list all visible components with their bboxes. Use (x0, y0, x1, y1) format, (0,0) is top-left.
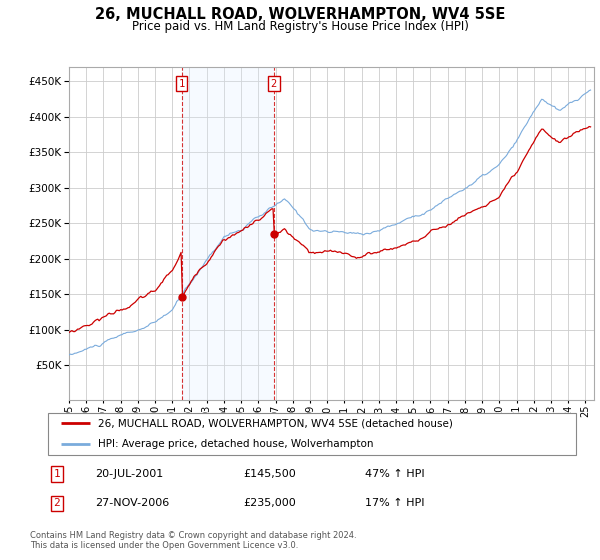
Text: 20-JUL-2001: 20-JUL-2001 (95, 469, 164, 479)
Text: 27-NOV-2006: 27-NOV-2006 (95, 498, 170, 508)
FancyBboxPatch shape (48, 413, 576, 455)
Text: Price paid vs. HM Land Registry's House Price Index (HPI): Price paid vs. HM Land Registry's House … (131, 20, 469, 32)
Text: £145,500: £145,500 (244, 469, 296, 479)
Text: 17% ↑ HPI: 17% ↑ HPI (365, 498, 424, 508)
Text: Contains HM Land Registry data © Crown copyright and database right 2024.
This d: Contains HM Land Registry data © Crown c… (30, 531, 356, 550)
Bar (182, 67, 274, 400)
Text: 47% ↑ HPI: 47% ↑ HPI (365, 469, 424, 479)
Text: 26, MUCHALL ROAD, WOLVERHAMPTON, WV4 5SE (detached house): 26, MUCHALL ROAD, WOLVERHAMPTON, WV4 5SE… (98, 418, 453, 428)
Text: HPI: Average price, detached house, Wolverhampton: HPI: Average price, detached house, Wolv… (98, 439, 374, 449)
Text: 1: 1 (179, 78, 185, 88)
Text: 1: 1 (53, 469, 60, 479)
Text: 26, MUCHALL ROAD, WOLVERHAMPTON, WV4 5SE: 26, MUCHALL ROAD, WOLVERHAMPTON, WV4 5SE (95, 7, 505, 22)
Text: 2: 2 (53, 498, 60, 508)
Text: £235,000: £235,000 (244, 498, 296, 508)
Text: 2: 2 (271, 78, 277, 88)
